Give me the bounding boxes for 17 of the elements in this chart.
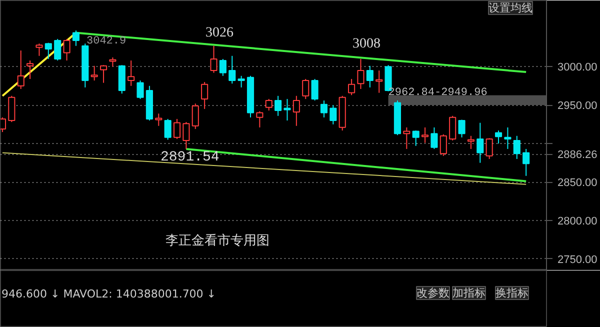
y-tick-label: 2950.00	[558, 100, 598, 112]
text: 加指标	[452, 286, 486, 300]
y-tick-label: 2800.00	[558, 216, 598, 228]
annotation: 3042.9	[86, 36, 126, 48]
annotation: 3026	[206, 26, 234, 40]
y-tick-label: 2750.00	[558, 254, 598, 266]
band-label: 2962.84-2949.96	[388, 87, 488, 100]
y-tick-label: 3000.00	[558, 62, 598, 74]
y-tick-label: 2850.00	[558, 177, 598, 190]
text: 换指标	[496, 286, 528, 300]
text: 946.600 ↓ MAVOL2: 140388001.700 ↓	[2, 288, 216, 300]
annotation: 李正金看市专用图	[166, 234, 270, 248]
y-tick-label: 2886.26	[558, 149, 598, 162]
annotation: 设置均线	[488, 2, 532, 14]
annotation: 2891.54	[160, 150, 220, 166]
text: 改参数	[416, 286, 450, 300]
annotation: 3008	[352, 36, 380, 52]
